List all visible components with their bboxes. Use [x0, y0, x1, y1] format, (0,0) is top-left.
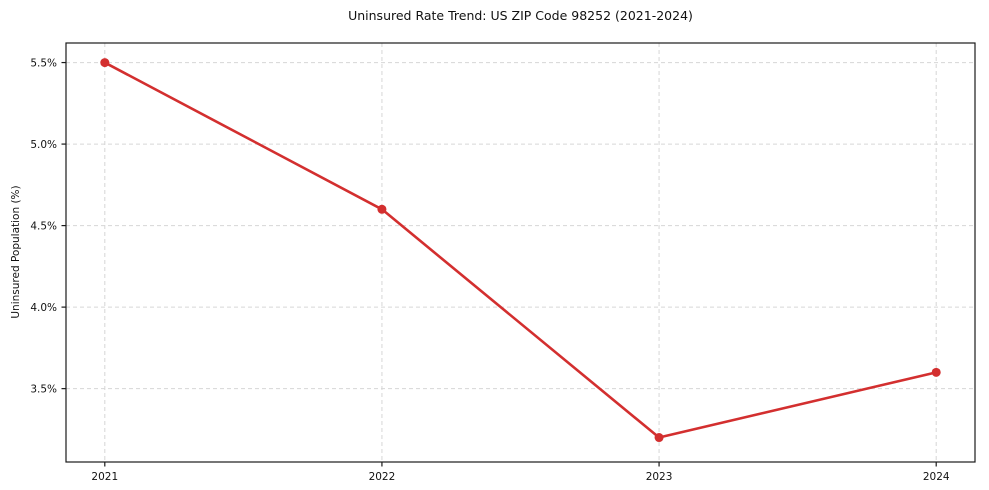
- trend-line: [103, 61, 938, 439]
- x-tick-label: 2021: [91, 471, 118, 483]
- plot-border: [65, 42, 976, 463]
- x-tick-label: 2024: [923, 471, 950, 483]
- y-tick-label: 5.0%: [30, 139, 57, 151]
- data-point-marker: [377, 204, 387, 214]
- y-tick-label: 4.5%: [30, 220, 57, 232]
- y-tick-label: 4.0%: [30, 302, 57, 314]
- chart-title: Uninsured Rate Trend: US ZIP Code 98252 …: [348, 8, 693, 23]
- data-point-marker: [100, 58, 110, 68]
- data-point-marker: [654, 433, 664, 443]
- data-point-marker: [931, 367, 941, 377]
- x-tick-label: 2022: [369, 471, 396, 483]
- x-tick-label: 2023: [646, 471, 673, 483]
- y-tick-label: 5.5%: [30, 57, 57, 69]
- y-tick-label: 3.5%: [30, 383, 57, 395]
